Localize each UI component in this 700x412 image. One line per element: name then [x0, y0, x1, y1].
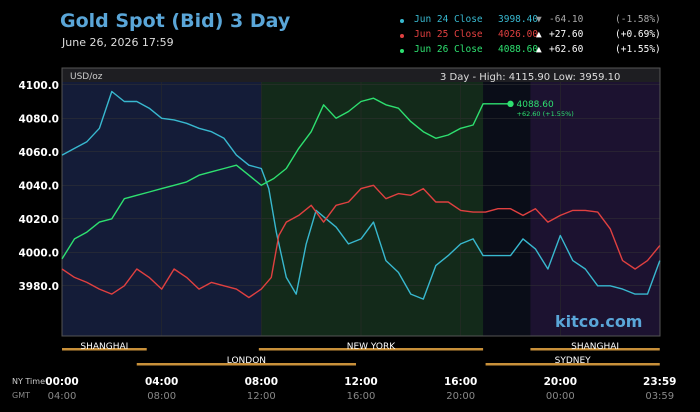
y-tick-label: 4040.0 — [18, 180, 59, 192]
end-value-label: 4088.60 — [517, 100, 554, 110]
arrow-up-icon: ▲ — [536, 29, 542, 40]
y-axis: 3980.0 4000.0 4020.0 4040.0 4060.0 4080.0 4100… — [18, 80, 59, 293]
legend-change: +27.60 — [549, 29, 584, 40]
market-sessions: SHANGHAI NEW YORK SHANGHAI LONDON SYDNEY — [62, 342, 660, 366]
ny-time-tick: 12:00 — [344, 376, 377, 388]
legend-dot-jun26 — [400, 49, 404, 53]
legend-pct: (+1.55%) — [615, 44, 661, 55]
legend-pct: (+0.69%) — [615, 29, 661, 40]
legend-label: Jun 26 Close — [414, 44, 483, 55]
session-bar-bottom — [485, 363, 660, 366]
session-bar-top — [530, 348, 660, 351]
legend-change: +62.60 — [549, 44, 584, 55]
gmt-tick: 08:00 — [147, 391, 176, 402]
end-point-marker — [507, 100, 514, 108]
arrow-up-icon: ▲ — [536, 44, 542, 55]
y-tick-label: 4080.0 — [18, 113, 59, 125]
gmt-tick: 16:00 — [347, 391, 376, 402]
x-axis: NY Time GMT 00:00 04:00 04:00 08:00 08:00 12:00… — [12, 376, 676, 402]
legend-pct: (-1.58%) — [615, 14, 661, 25]
legend-value: 3998.40 — [498, 14, 539, 25]
series-line-1 — [61, 184, 661, 299]
y-tick-label: 4060.0 — [18, 147, 59, 159]
legend-dot-jun25 — [400, 34, 404, 38]
legend-label: Jun 24 Close — [414, 14, 483, 25]
ny-time-tick: 23:59 — [643, 376, 676, 388]
gmt-tick: 04:00 — [48, 391, 77, 402]
gmt-tick: 03:59 — [645, 391, 674, 402]
watermark: kitco.com — [555, 312, 643, 331]
legend-label: Jun 25 Close — [414, 29, 483, 40]
session-bar-bottom — [136, 363, 357, 366]
arrow-down-icon: ▼ — [536, 14, 542, 25]
newyork-session-shade — [261, 82, 484, 336]
info-bar — [62, 68, 660, 82]
gmt-tick: 00:00 — [546, 391, 575, 402]
gmt-tick: 20:00 — [446, 391, 475, 402]
gmt-label: GMT — [12, 391, 30, 400]
ny-time-tick: 00:00 — [45, 376, 78, 388]
series-lines — [61, 90, 661, 300]
series-line-0 — [61, 90, 661, 300]
y-tick-label: 4100.0 — [18, 80, 59, 92]
grid — [61, 67, 661, 337]
y-tick-label: 3980.0 — [18, 281, 59, 293]
session-bar-top — [62, 348, 147, 351]
ny-time-tick: 16:00 — [444, 376, 477, 388]
ny-time-tick: 08:00 — [245, 376, 278, 388]
high-low-label: 3 Day - High: 4115.90 Low: 3959.10 — [440, 72, 621, 83]
legend-value: 4088.60 — [498, 44, 539, 55]
ny-time-tick: 04:00 — [145, 376, 178, 388]
ny-time-tick: 20:00 — [544, 376, 577, 388]
late-session-shade — [530, 82, 660, 336]
unit-label: USD/oz — [70, 72, 103, 82]
legend-dot-jun24 — [400, 19, 404, 23]
y-tick-label: 4020.0 — [18, 214, 59, 226]
y-tick-label: 4000.0 — [18, 247, 59, 259]
session-label-top: SHANGHAI — [571, 342, 619, 352]
session-label-bottom: LONDON — [227, 356, 266, 366]
session-label-bottom: SYDNEY — [555, 356, 592, 366]
ny-time-label: NY Time — [12, 377, 45, 386]
legend-change: -64.10 — [549, 14, 584, 25]
chart-date: June 26, 2026 17:59 — [62, 36, 174, 49]
session-bar-top — [258, 348, 484, 351]
legend-value: 4026.00 — [498, 29, 539, 40]
session-label-top: NEW YORK — [347, 342, 397, 352]
chart-title: Gold Spot (Bid) 3 Day — [60, 10, 291, 32]
series-line-2 — [61, 97, 511, 260]
end-change-label: +62.60 (+1.55%) — [517, 110, 574, 118]
gmt-tick: 12:00 — [247, 391, 276, 402]
plot-frame — [61, 67, 661, 337]
session-label-top: SHANGHAI — [80, 342, 128, 352]
end-marker: 4088.60+62.60 (+1.55%) — [507, 100, 574, 118]
